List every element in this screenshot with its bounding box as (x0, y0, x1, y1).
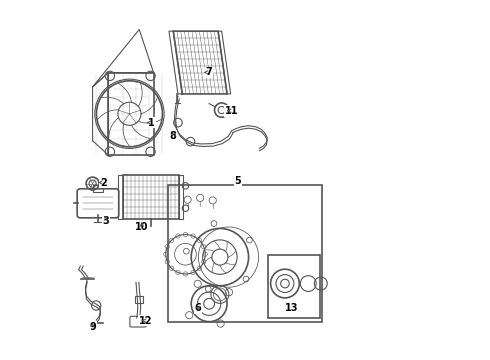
Bar (135, 296, 143, 303)
Text: 5: 5 (234, 176, 241, 186)
Bar (179, 175, 183, 220)
Text: 12: 12 (139, 316, 152, 325)
Text: 2: 2 (100, 177, 107, 188)
Text: 3: 3 (102, 216, 109, 225)
Text: 8: 8 (170, 131, 177, 141)
Text: 11: 11 (224, 106, 238, 116)
Bar (168, 185, 322, 321)
Text: 10: 10 (135, 222, 148, 231)
Text: 7: 7 (205, 67, 212, 77)
Bar (123, 175, 179, 220)
Text: 1: 1 (148, 118, 155, 128)
Bar (119, 175, 123, 220)
Bar (269, 255, 320, 318)
Text: 6: 6 (195, 303, 201, 314)
Bar (93, 185, 103, 192)
Text: 9: 9 (89, 322, 96, 332)
Text: 13: 13 (285, 303, 298, 313)
